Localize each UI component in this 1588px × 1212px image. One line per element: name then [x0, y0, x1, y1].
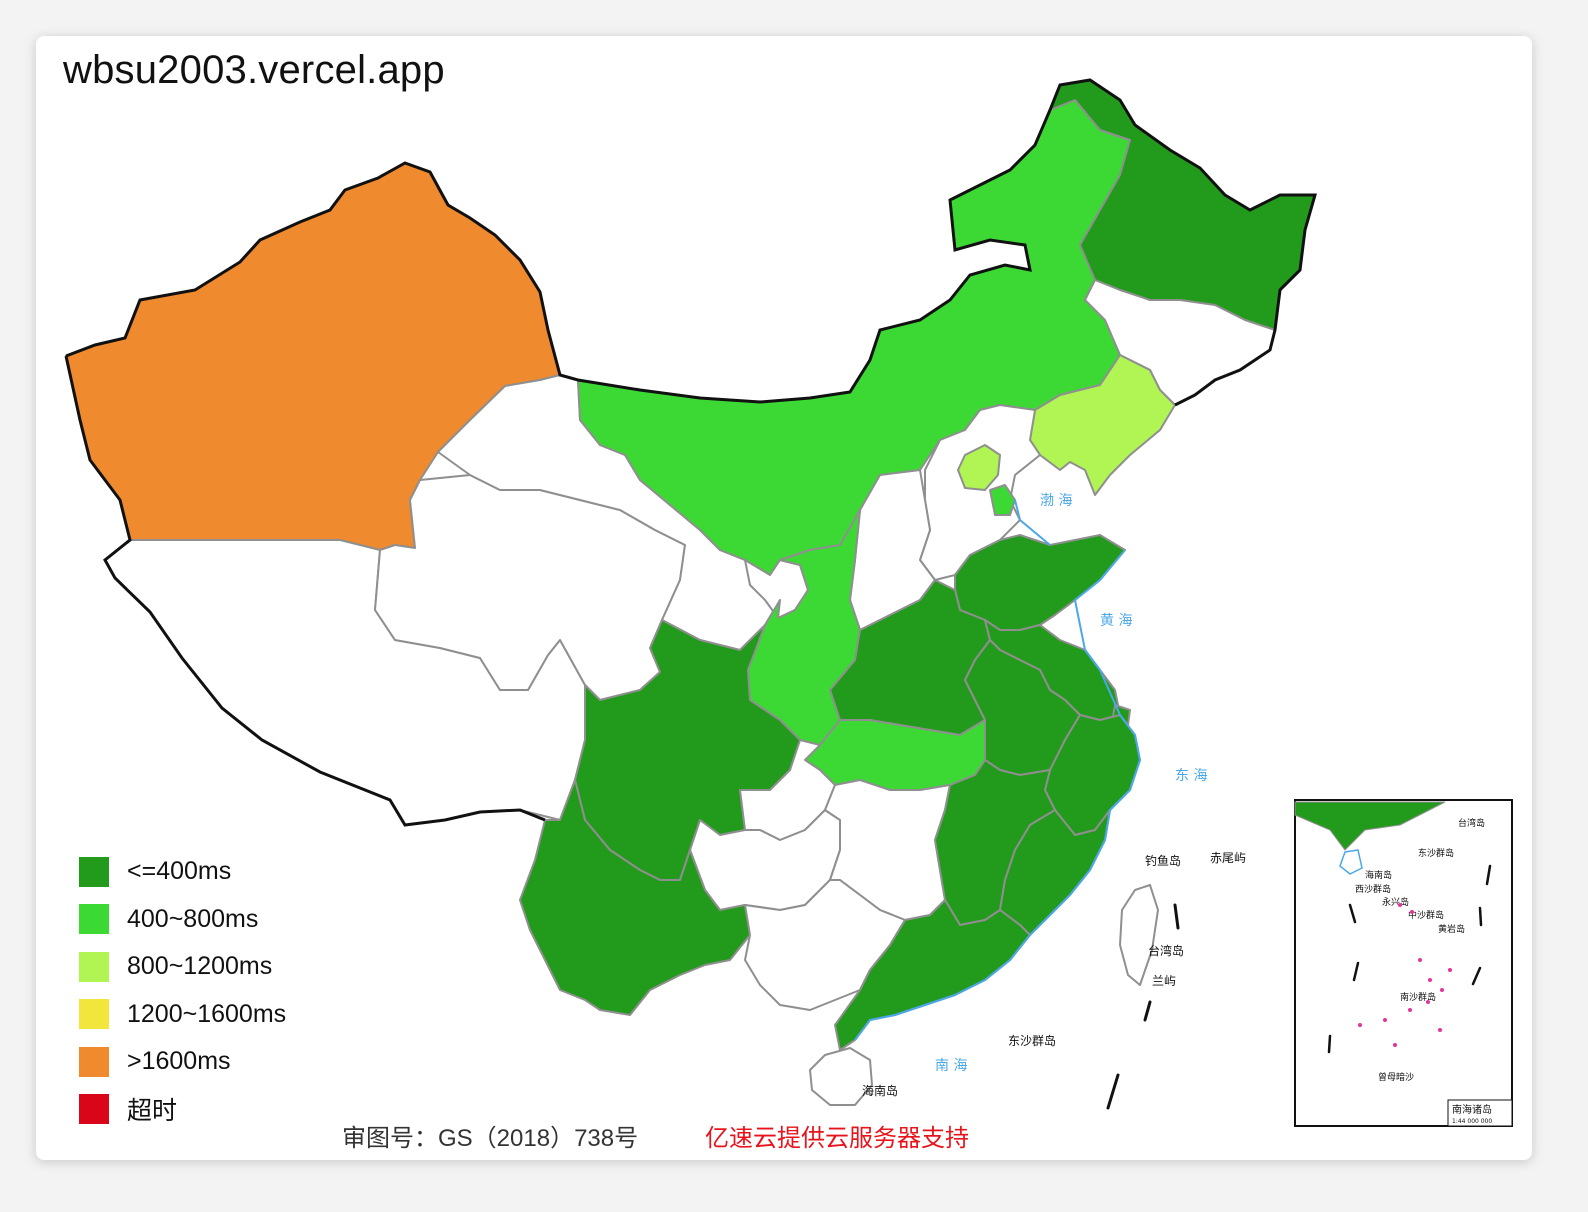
legend-item: 1200~1600ms [79, 991, 286, 1039]
legend-label: 超时 [127, 1097, 178, 1126]
legend-item: 400~800ms [79, 896, 286, 944]
label-huanghai: 黄 海 [1100, 612, 1132, 629]
legend-label: >1600ms [127, 1047, 231, 1076]
legend-label: 1200~1600ms [127, 999, 287, 1028]
legend-item: 800~1200ms [79, 943, 286, 991]
inset-label-taiwan: 台湾岛 [1458, 817, 1485, 829]
label-nanhai: 南 海 [935, 1058, 967, 1074]
sponsor-text: 亿速云提供云服务器支持 [705, 1125, 969, 1152]
latency-legend: <=400ms 400~800ms 800~1200ms 1200~1600ms… [79, 848, 286, 1133]
coastline [854, 499, 1142, 1041]
region-tianjin[interactable] [989, 484, 1016, 516]
legend-swatch [79, 904, 109, 935]
legend-swatch [79, 856, 109, 887]
inset-label-huangyan: 黄岩岛 [1438, 923, 1465, 935]
legend-label: <=400ms [127, 857, 232, 886]
label-diaoyu: 钓鱼岛 [1145, 853, 1181, 868]
inset-label-zhongsha: 中沙群岛 [1408, 909, 1444, 921]
inset-label-dongsha: 东沙群岛 [1418, 847, 1454, 859]
region-taiwan[interactable] [1119, 884, 1159, 986]
region-hainan[interactable] [809, 1047, 873, 1106]
inset-scale: 1:44 000 000 [1452, 1118, 1492, 1125]
legend-label: 400~800ms [127, 904, 259, 933]
western-border [64, 355, 546, 827]
label-chiwei: 赤尾屿 [1210, 851, 1246, 865]
legend-swatch [79, 951, 109, 982]
legend-item: 超时 [79, 1086, 286, 1134]
legend-item: >1600ms [79, 1038, 286, 1086]
label-taiwan-island: 台湾岛 [1148, 943, 1184, 958]
region-yunnan[interactable] [519, 779, 751, 1016]
legend-swatch [79, 1046, 109, 1077]
inset-label-nansha: 南沙群岛 [1400, 991, 1436, 1003]
inset-label-hainan: 海南岛 [1365, 869, 1392, 881]
label-bohai: 渤 海 [1040, 493, 1072, 509]
map-approval-number: 审图号：GS（2018）738号 [342, 1125, 639, 1152]
map-card: wbsu2003.vercel.app [36, 36, 1532, 1160]
region-liaoning[interactable] [1029, 354, 1176, 496]
label-donghai: 东 海 [1175, 768, 1207, 784]
inset-label-zengmu: 曾母暗沙 [1378, 1071, 1414, 1083]
legend-swatch [79, 1094, 109, 1125]
china-latency-map: 渤 海 黄 海 东 海 南 海 钓鱼岛 赤尾屿 台湾岛 兰屿 东沙群岛 海南岛 … [64, 78, 1513, 1127]
inset-label-yongxing: 永兴岛 [1382, 896, 1409, 908]
boundary-dashes [1106, 903, 1180, 1110]
label-hainan-island: 海南岛 [862, 1083, 898, 1098]
inset-label-xisha: 西沙群岛 [1355, 883, 1391, 895]
national-border [65, 78, 1317, 407]
legend-item: <=400ms [79, 848, 286, 896]
legend-swatch [79, 999, 109, 1030]
inset-title: 南海诸岛 [1452, 1103, 1492, 1116]
south-china-sea-inset: 台湾岛 东沙群岛 海南岛 西沙群岛 永兴岛 中沙群岛 黄岩岛 南沙群岛 曾母暗沙 [1294, 799, 1513, 1127]
label-dongsha: 东沙群岛 [1008, 1033, 1056, 1048]
legend-label: 800~1200ms [127, 952, 273, 981]
label-lanyu: 兰屿 [1152, 974, 1176, 988]
region-beijing[interactable] [957, 444, 1001, 491]
site-title: wbsu2003.vercel.app [63, 48, 445, 92]
